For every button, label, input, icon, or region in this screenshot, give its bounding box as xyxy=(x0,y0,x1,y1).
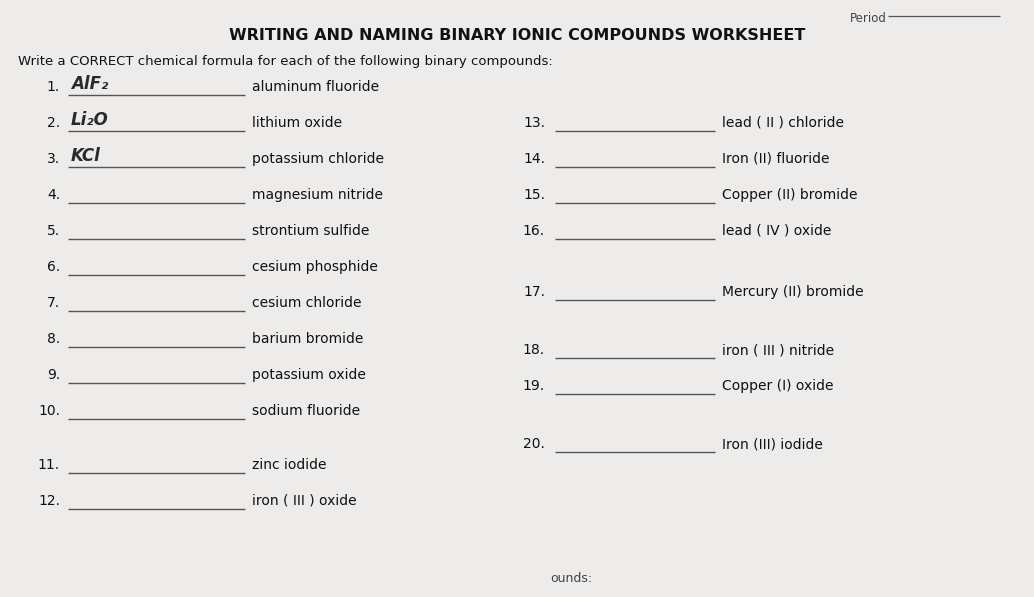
Text: Copper (II) bromide: Copper (II) bromide xyxy=(722,188,857,202)
Text: ounds:: ounds: xyxy=(550,572,592,585)
Text: potassium chloride: potassium chloride xyxy=(252,152,384,166)
Text: barium bromide: barium bromide xyxy=(252,332,363,346)
Text: AlF₂: AlF₂ xyxy=(71,75,109,93)
Text: iron ( III ) nitride: iron ( III ) nitride xyxy=(722,343,834,357)
Text: zinc iodide: zinc iodide xyxy=(252,458,327,472)
Text: potassium oxide: potassium oxide xyxy=(252,368,366,382)
Text: 3.: 3. xyxy=(47,152,60,166)
Text: Mercury (II) bromide: Mercury (II) bromide xyxy=(722,285,863,299)
Text: lead ( II ) chloride: lead ( II ) chloride xyxy=(722,116,844,130)
Text: 14.: 14. xyxy=(523,152,545,166)
Text: 12.: 12. xyxy=(38,494,60,508)
Text: strontium sulfide: strontium sulfide xyxy=(252,224,369,238)
Text: 18.: 18. xyxy=(523,343,545,357)
Text: iron ( III ) oxide: iron ( III ) oxide xyxy=(252,494,357,508)
Text: magnesium nitride: magnesium nitride xyxy=(252,188,383,202)
Text: 17.: 17. xyxy=(523,285,545,299)
Text: lead ( IV ) oxide: lead ( IV ) oxide xyxy=(722,224,831,238)
Text: 20.: 20. xyxy=(523,437,545,451)
Text: 13.: 13. xyxy=(523,116,545,130)
Text: 4.: 4. xyxy=(47,188,60,202)
Text: Period: Period xyxy=(850,12,887,25)
Text: 10.: 10. xyxy=(38,404,60,418)
Text: WRITING AND NAMING BINARY IONIC COMPOUNDS WORKSHEET: WRITING AND NAMING BINARY IONIC COMPOUND… xyxy=(229,28,805,43)
Text: 11.: 11. xyxy=(38,458,60,472)
Text: KCl: KCl xyxy=(71,147,101,165)
Text: 9.: 9. xyxy=(47,368,60,382)
Text: 16.: 16. xyxy=(523,224,545,238)
Text: 7.: 7. xyxy=(47,296,60,310)
Text: 15.: 15. xyxy=(523,188,545,202)
Text: 19.: 19. xyxy=(523,379,545,393)
Text: sodium fluoride: sodium fluoride xyxy=(252,404,360,418)
Text: Iron (II) fluoride: Iron (II) fluoride xyxy=(722,152,829,166)
Text: cesium chloride: cesium chloride xyxy=(252,296,362,310)
Text: Iron (III) iodide: Iron (III) iodide xyxy=(722,437,823,451)
Text: Li₂O: Li₂O xyxy=(71,111,109,129)
Text: Copper (I) oxide: Copper (I) oxide xyxy=(722,379,833,393)
Text: 6.: 6. xyxy=(47,260,60,274)
Text: 1.: 1. xyxy=(47,80,60,94)
Text: 2.: 2. xyxy=(47,116,60,130)
Text: cesium phosphide: cesium phosphide xyxy=(252,260,377,274)
Text: aluminum fluoride: aluminum fluoride xyxy=(252,80,379,94)
Text: lithium oxide: lithium oxide xyxy=(252,116,342,130)
Text: 8.: 8. xyxy=(47,332,60,346)
Text: Write a CORRECT chemical formula for each of the following binary compounds:: Write a CORRECT chemical formula for eac… xyxy=(18,55,553,68)
Text: 5.: 5. xyxy=(47,224,60,238)
